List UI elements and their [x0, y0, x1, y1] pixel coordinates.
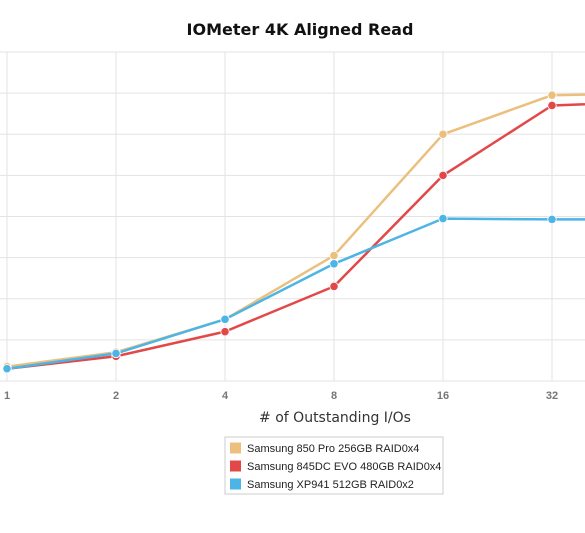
series-2-point — [329, 281, 339, 292]
series-points — [2, 90, 557, 374]
series-3-point — [220, 314, 230, 324]
x-tick-label: 8 — [331, 390, 337, 402]
legend-swatch — [230, 460, 241, 472]
series-line-2 — [6, 103, 585, 370]
series-3-point — [2, 364, 12, 374]
x-axis-ticks: 1 2 4 8 16 32 — [4, 390, 558, 402]
legend-swatch — [230, 442, 241, 454]
x-tick-label: 2 — [113, 390, 119, 402]
series-2-point — [547, 100, 557, 111]
series-1-point — [329, 250, 339, 261]
x-axis-label: # of Outstanding I/Os — [259, 410, 411, 426]
x-tick-label: 4 — [222, 390, 229, 402]
series-1-point — [438, 129, 448, 139]
legend: Samsung 850 Pro 256GB RAID0x4 Samsung 845… — [224, 436, 444, 495]
legend-label: Samsung 850 Pro 256GB RAID0x4 — [247, 443, 419, 455]
x-tick-label: 32 — [546, 390, 558, 402]
series-3-point — [547, 214, 557, 224]
series-3-point — [329, 259, 339, 269]
series-1-point — [547, 90, 557, 100]
series-2-point — [220, 327, 230, 337]
legend-swatch — [230, 478, 241, 490]
x-tick-label: 16 — [437, 390, 449, 402]
series-line-3 — [6, 217, 585, 370]
plot-grid — [0, 51, 585, 382]
series-3-point — [438, 213, 448, 224]
legend-label: Samsung XP941 512GB RAID0x2 — [247, 479, 414, 491]
legend-box — [224, 436, 444, 495]
x-tick-label: 1 — [4, 390, 10, 402]
legend-label: Samsung 845DC EVO 480GB RAID0x4 — [247, 461, 441, 473]
series-2-point — [438, 170, 448, 180]
series-3-point — [111, 348, 121, 359]
chart-title: IOMeter 4K Aligned Read — [187, 20, 414, 39]
